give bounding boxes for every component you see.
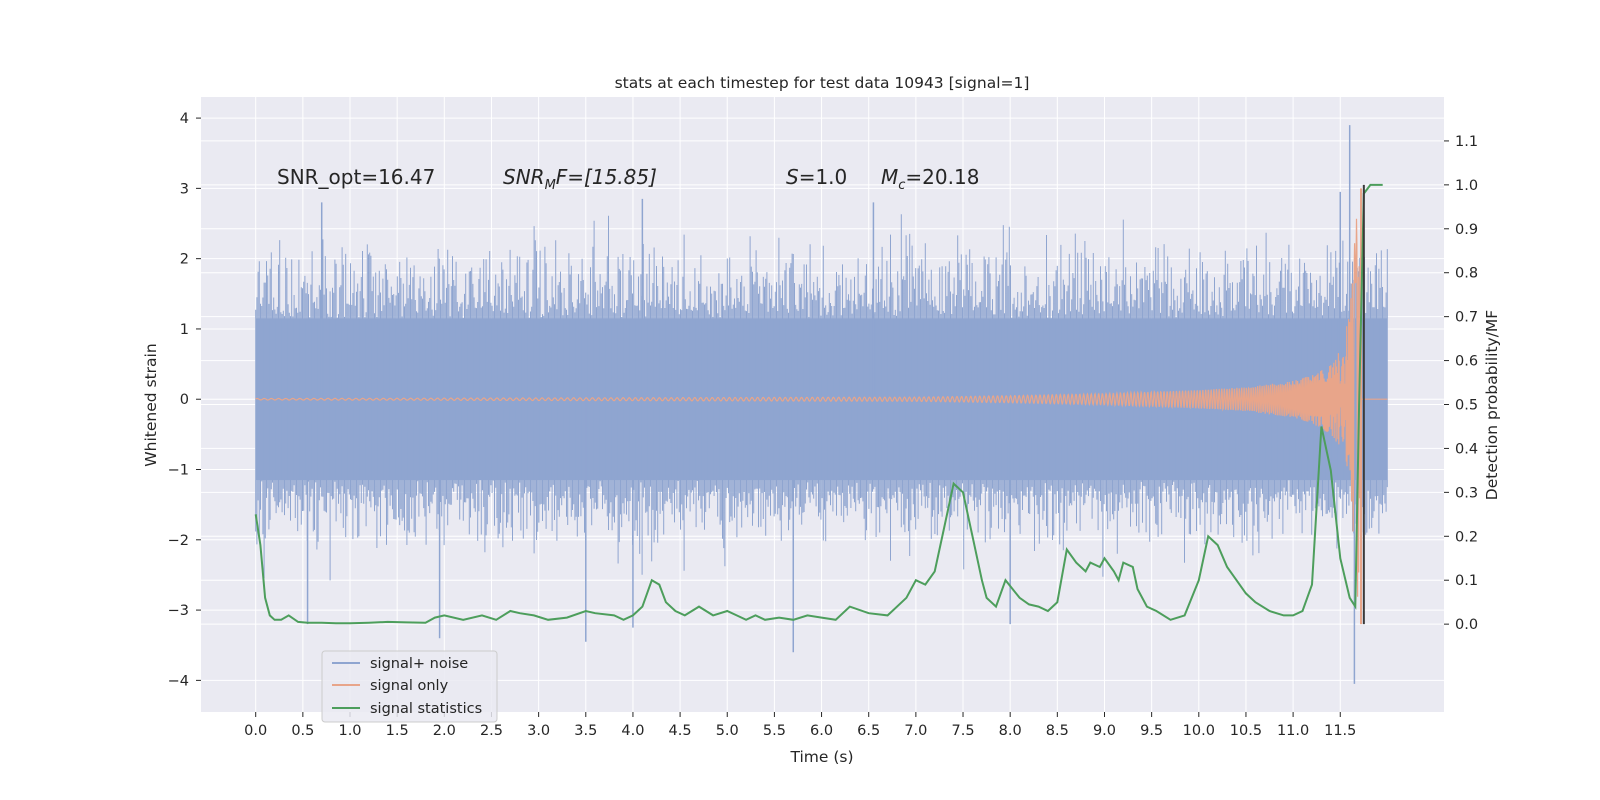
x-tick-label: 3.0 [527,723,550,739]
x-tick-label: 6.5 [857,723,880,739]
x-axis-ticks: 0.0 0.5 1.0 1.5 2.0 2.5 3.0 3.5 4.0 4.5 5.0 5.5 6.0 6… [244,712,1356,739]
x-tick-label: 6.0 [810,723,833,739]
annotation-snr-mf: SNRMF=[15.85] [503,165,657,193]
annotation-mc-symbol: M [881,165,898,189]
x-tick-label: 7.0 [904,723,927,739]
y-tick-label: −2 [168,533,189,549]
y-right-tick-label: 0.8 [1455,266,1478,282]
x-tick-label: 8.5 [1046,723,1069,739]
y-axis-ticks: 4 3 2 1 0 −1 −2 −3 −4 [168,111,201,689]
x-tick-label: 10.0 [1183,723,1215,739]
y-axis-label: Whitened strain [142,343,160,466]
x-axis-label: Time (s) [789,748,853,766]
y-right-tick-label: 0.1 [1455,573,1478,589]
signal-only-trace [255,218,1388,597]
x-tick-label: 5.0 [716,723,739,739]
y-right-tick-label: 0.0 [1455,617,1478,633]
y-right-tick-label: 1.1 [1455,134,1478,150]
signal-statistics-series [254,183,1383,625]
y-tick-label: 0 [180,392,189,408]
legend-label-noise: signal+ noise [370,656,468,672]
annotation-mc-value: =20.18 [905,165,979,189]
annotation-snr-mf-f: F=[15.85] [556,165,657,189]
y-tick-label: 1 [180,322,189,338]
y-tick-label: 4 [180,111,189,127]
annotation-snr-mf-sub: M [545,178,556,193]
y-tick-label: 2 [180,252,189,268]
annotation-mc: Mc=20.18 [881,165,979,193]
x-tick-label: 4.5 [669,723,692,739]
x-tick-label: 11.0 [1277,723,1309,739]
y-right-tick-label: 0.7 [1455,310,1478,326]
annotation-s-symbol: S [786,165,799,189]
annotation-snr-mf-base: SNR [503,165,545,189]
x-tick-label: 10.5 [1230,723,1262,739]
y-right-tick-label: 1.0 [1455,178,1478,194]
y-tick-label: −4 [168,673,189,689]
y-right-axis-label: Detection probability/MF [1483,310,1501,501]
legend: signal+ noise signal only signal statist… [321,650,498,723]
x-tick-label: 2.0 [433,723,456,739]
x-tick-label: 5.5 [763,723,786,739]
x-tick-label: 1.0 [338,723,361,739]
legend-label-signal: signal only [370,678,449,694]
x-tick-label: 7.5 [951,723,974,739]
x-tick-label: 3.5 [574,723,597,739]
x-tick-label: 9.5 [1140,723,1163,739]
y-right-tick-label: 0.3 [1455,485,1478,501]
x-tick-label: 9.0 [1093,723,1116,739]
annotation-mc-sub: c [898,178,905,193]
y-right-tick-label: 0.2 [1455,529,1478,545]
y-tick-label: −1 [168,463,189,479]
x-tick-label: 0.5 [291,723,314,739]
x-tick-label: 4.0 [621,723,644,739]
annotation-s: S=1.0 [786,165,847,189]
y-tick-label: −3 [168,603,189,619]
x-tick-label: 2.5 [480,723,503,739]
y-right-tick-label: 0.9 [1455,222,1478,238]
chart-title: stats at each timestep for test data 109… [615,74,1030,92]
x-tick-label: 8.0 [999,723,1022,739]
signal-only-series [255,188,1388,625]
y-tick-label: 3 [180,181,189,197]
y-right-axis-ticks: 1.1 1.0 0.9 0.8 0.7 0.6 0.5 0.4 0.3 0.2 0.1 0.0 [1444,134,1478,633]
x-tick-label: 0.0 [244,723,267,739]
y-right-tick-label: 0.6 [1455,354,1478,370]
annotation-s-value: =1.0 [799,165,848,189]
x-tick-label: 1.5 [386,723,409,739]
legend-box [321,650,498,723]
signal-statistics-line [254,183,1383,625]
y-right-tick-label: 0.5 [1455,398,1478,414]
annotation-snr-opt: SNR_opt=16.47 [277,165,435,189]
x-tick-label: 11.5 [1324,723,1356,739]
y-right-tick-label: 0.4 [1455,441,1478,457]
legend-label-stats: signal statistics [370,701,482,717]
